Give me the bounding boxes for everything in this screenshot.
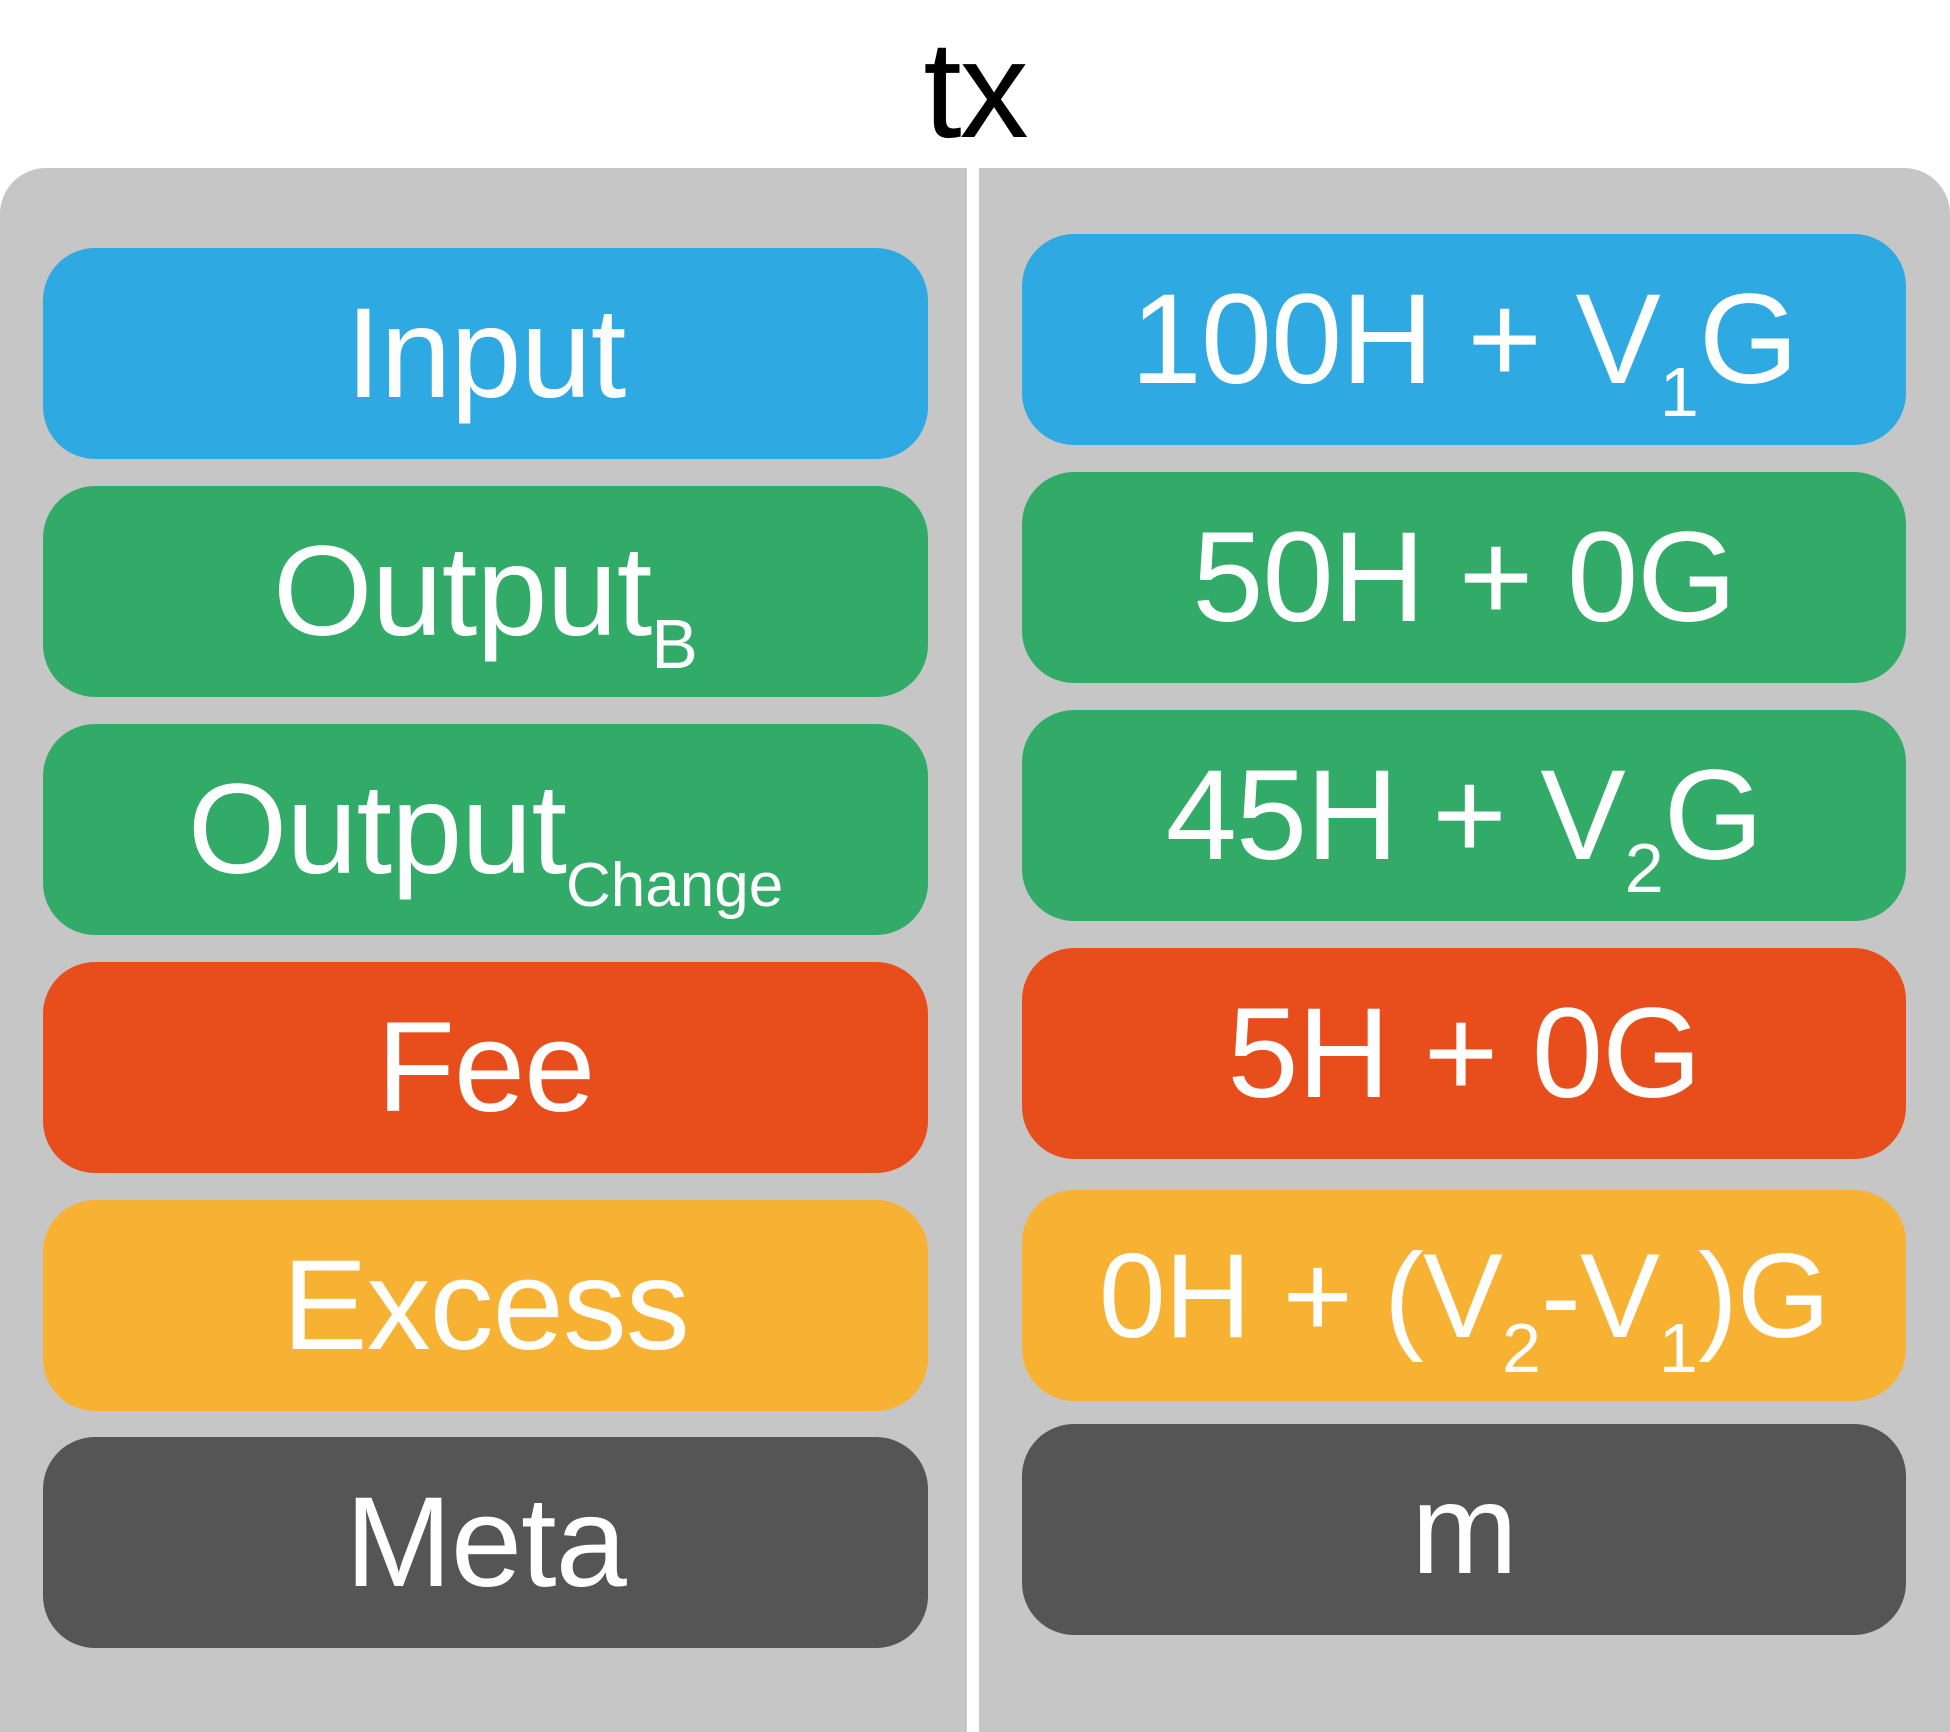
label-text: Meta [345, 1471, 627, 1614]
label-box-output-b: Output B [43, 486, 928, 697]
label-text: Output [187, 758, 567, 901]
column-divider [967, 168, 979, 1732]
label-box-meta: Meta [43, 1437, 928, 1648]
value-text: m [1411, 1458, 1518, 1601]
value-subscript: 1 [1659, 352, 1699, 431]
label-subscript: Change [566, 851, 784, 920]
value-subscript: 2 [1624, 828, 1664, 907]
diagram-title: tx [923, 13, 1028, 167]
label-box-output-change: Output Change [43, 724, 928, 935]
value-text: 0H + (V [1098, 1228, 1503, 1363]
label-box-input: Input [43, 248, 928, 459]
label-text: Excess [282, 1234, 690, 1377]
value-tail: G [1663, 744, 1764, 887]
value-text: 5H + 0G [1227, 982, 1701, 1125]
label-box-fee: Fee [43, 962, 928, 1173]
label-text: Input [345, 282, 627, 425]
value-text: 100H + V [1130, 268, 1661, 411]
value-subscript: 2 [1501, 1308, 1541, 1387]
value-mid: -V [1540, 1228, 1660, 1363]
value-box-excess: 0H + (V 2 -V 1)G [1022, 1190, 1906, 1401]
value-box-fee: 5H + 0G [1022, 948, 1906, 1159]
value-subscript-2: 1 [1658, 1308, 1698, 1387]
value-text: 45H + V [1165, 744, 1626, 887]
label-text: Fee [376, 996, 596, 1139]
label-box-excess: Excess [43, 1200, 928, 1411]
value-box-output-b: 50H + 0G [1022, 472, 1906, 683]
value-tail: )G [1697, 1228, 1830, 1363]
value-text: 50H + 0G [1192, 506, 1736, 649]
label-text: Output [273, 520, 652, 663]
value-tail: G [1698, 268, 1799, 411]
label-subscript: B [651, 604, 698, 683]
value-box-meta: m [1022, 1424, 1906, 1635]
